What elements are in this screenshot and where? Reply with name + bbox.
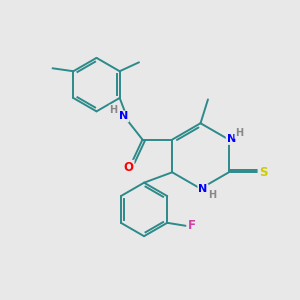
Text: O: O [124, 161, 134, 174]
Text: N: N [119, 111, 128, 122]
Text: N: N [198, 184, 208, 194]
Text: F: F [188, 219, 196, 232]
Text: H: H [235, 128, 243, 138]
Text: H: H [208, 190, 216, 200]
Text: N: N [226, 134, 236, 144]
Text: S: S [259, 166, 267, 179]
Text: H: H [110, 106, 118, 116]
